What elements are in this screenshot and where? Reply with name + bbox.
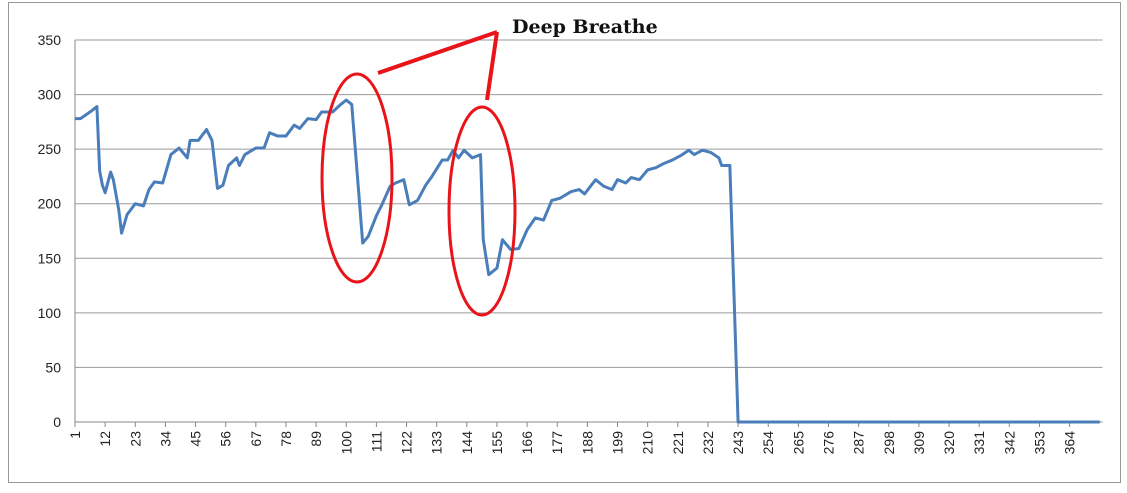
y-tick-label: 50 (45, 359, 61, 375)
x-tick-label: 133 (429, 431, 445, 455)
x-tick-label: 122 (399, 431, 415, 455)
x-tick-label: 144 (459, 431, 475, 455)
x-tick-label: 23 (127, 431, 143, 447)
x-tick-label: 232 (700, 431, 716, 455)
x-tick-label: 287 (851, 431, 867, 455)
x-tick-label: 331 (971, 431, 987, 455)
data-line (75, 98, 1100, 424)
y-tick-label: 200 (38, 196, 62, 212)
chart-border (8, 2, 1121, 483)
x-tick-label: 353 (1031, 431, 1047, 455)
x-tick-label: 265 (790, 431, 806, 455)
x-tick-label: 166 (519, 431, 535, 455)
x-tick-label: 320 (941, 431, 957, 455)
annotation: Deep Breathe (512, 16, 658, 38)
x-tick-label: 1 (67, 431, 83, 439)
x-tick-label: 56 (218, 431, 234, 447)
y-tick-label: 250 (38, 141, 62, 157)
x-tick-label: 364 (1062, 431, 1078, 455)
x-tick-label: 210 (640, 431, 656, 455)
x-tick-label: 111 (368, 431, 384, 452)
y-tick-label: 300 (38, 87, 62, 103)
x-tick-label: 45 (188, 431, 204, 447)
x-tick-label: 254 (760, 431, 776, 455)
highlight-ellipse (447, 105, 517, 317)
x-tick-label: 243 (730, 431, 746, 455)
annotation-pointer (377, 30, 498, 75)
highlight-ellipse (320, 72, 394, 284)
y-tick-label: 350 (38, 32, 62, 48)
x-tick-label: 199 (610, 431, 626, 455)
x-tick-label: 298 (881, 431, 897, 455)
y-tick-label: 150 (38, 250, 62, 266)
x-tick-label: 155 (489, 431, 505, 455)
x-tick-label: 188 (579, 431, 595, 455)
x-tick-label: 67 (248, 431, 264, 447)
x-tick-label: 78 (278, 431, 294, 447)
x-tick-label: 12 (97, 431, 113, 447)
x-tick-label: 177 (549, 431, 565, 455)
x-tick-label: 89 (308, 431, 324, 447)
x-tick-label: 34 (157, 431, 173, 447)
x-tick-label: 309 (911, 431, 927, 455)
x-tick-label: 100 (338, 431, 354, 455)
y-tick-label: 100 (38, 305, 62, 321)
x-tick-label: 221 (670, 431, 686, 455)
x-tick-label: 342 (1001, 431, 1017, 455)
y-tick-label: 0 (53, 414, 61, 430)
annotation-pointer (485, 31, 499, 101)
plot: 0 50 100 150 200 250 300 350 1 12 23 34 45 56 67 78 89 10… (38, 32, 1103, 454)
x-tick-label: 276 (821, 431, 837, 455)
